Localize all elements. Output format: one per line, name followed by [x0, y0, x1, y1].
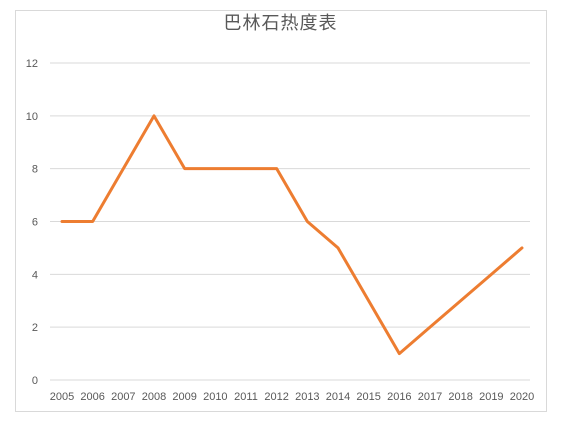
y-tick-label: 6 [32, 217, 38, 229]
x-tick-label: 2014 [326, 391, 350, 403]
x-tick-label: 2019 [479, 391, 503, 403]
gridlines [50, 62, 530, 381]
x-tick-label: 2018 [448, 391, 472, 403]
x-tick-label: 2012 [264, 391, 288, 403]
series-line-0 [60, 114, 524, 356]
x-tick-label: 2008 [142, 391, 166, 403]
x-tick-label: 2016 [387, 391, 411, 403]
x-tick-label: 2005 [50, 391, 74, 403]
y-tick-label: 4 [32, 269, 38, 281]
x-tick-label: 2010 [203, 391, 227, 403]
y-axis-ticks: 0 2 4 6 8 10 12 [26, 58, 38, 387]
x-axis-ticks: 2005 2006 2007 2008 2009 2010 2011 2012 2013 2014… [50, 391, 534, 403]
y-tick-label: 2 [32, 322, 38, 334]
x-tick-label: 2007 [111, 391, 135, 403]
y-tick-label: 8 [32, 164, 38, 176]
series-layer [60, 114, 524, 356]
y-tick-label: 12 [26, 58, 38, 70]
x-tick-label: 2009 [172, 391, 196, 403]
x-tick-label: 2013 [295, 391, 319, 403]
y-tick-label: 0 [32, 375, 38, 387]
x-tick-label: 2011 [234, 391, 258, 403]
chart-title: 巴林石热度表 [223, 13, 338, 34]
x-tick-label: 2006 [80, 391, 104, 403]
x-tick-label: 2020 [510, 391, 534, 403]
x-tick-label: 2015 [356, 391, 380, 403]
chart-frame [15, 10, 547, 412]
x-tick-label: 2017 [418, 391, 442, 403]
y-tick-label: 10 [26, 111, 38, 123]
